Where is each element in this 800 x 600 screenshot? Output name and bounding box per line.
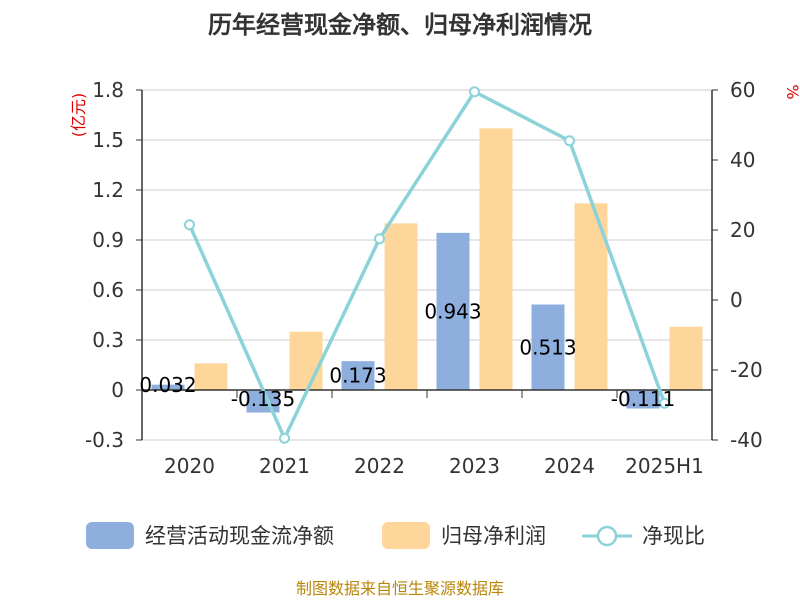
legend-label-cashflow: 经营活动现金流净额 bbox=[145, 524, 334, 548]
x-tick-label: 2025H1 bbox=[625, 454, 704, 478]
y-right-tick-label: 40 bbox=[730, 148, 755, 172]
bar-net-profit bbox=[289, 331, 323, 390]
y-right-unit: % bbox=[783, 84, 800, 99]
legend-marker-ratio bbox=[596, 525, 618, 547]
y-left-tick-label: 0.6 bbox=[92, 278, 124, 302]
x-tick-label: 2024 bbox=[544, 454, 595, 478]
axes bbox=[136, 89, 718, 441]
net-cash-ratio-line bbox=[184, 86, 670, 444]
bar-net-profit bbox=[669, 326, 703, 390]
bar-cashflow bbox=[151, 384, 185, 390]
legend-label-net-profit: 归母净利润 bbox=[441, 524, 546, 548]
ratio-point bbox=[279, 432, 290, 444]
y-right-tick-label: 20 bbox=[730, 218, 755, 242]
x-tick-label: 2023 bbox=[449, 454, 500, 478]
data-label-cashflow: -0.111 bbox=[611, 387, 675, 411]
data-label-cashflow: 0.513 bbox=[519, 335, 576, 359]
bars bbox=[151, 128, 703, 413]
bar-net-profit bbox=[479, 128, 513, 391]
data-labels: 0.032 -0.135 0.173 0.943 0.513 -0.111 bbox=[139, 299, 675, 411]
y-left-tick-label: -0.3 bbox=[85, 428, 124, 452]
tick-labels: 1.8 1.5 1.2 0.9 0.6 0.3 0 -0.3 60 40 20 0 -20 -40 2020… bbox=[85, 78, 763, 478]
y-left-tick-label: 1.5 bbox=[92, 128, 124, 152]
data-label-cashflow: -0.135 bbox=[231, 387, 295, 411]
ratio-point bbox=[184, 219, 195, 231]
bar-cashflow bbox=[341, 361, 375, 390]
source-note: 制图数据来自恒生聚源数据库 bbox=[296, 579, 504, 598]
y-left-tick-label: 1.2 bbox=[92, 178, 124, 202]
y-right-tick-label: -40 bbox=[730, 428, 763, 452]
bar-net-profit bbox=[194, 363, 228, 390]
y-left-tick-label: 0.9 bbox=[92, 228, 124, 252]
x-tick-label: 2021 bbox=[259, 454, 310, 478]
ratio-point bbox=[469, 86, 480, 98]
y-left-unit: (亿元) bbox=[69, 93, 88, 138]
x-tick-label: 2020 bbox=[164, 454, 215, 478]
y-left-tick-label: 0 bbox=[111, 378, 124, 402]
bar-cashflow bbox=[436, 232, 470, 390]
data-label-cashflow: 0.173 bbox=[329, 364, 386, 388]
x-tick-label: 2022 bbox=[354, 454, 405, 478]
data-label-cashflow: 0.032 bbox=[139, 373, 196, 397]
ratio-line-path bbox=[187, 89, 667, 443]
y-left-tick-label: 1.8 bbox=[92, 78, 124, 102]
y-left-tick-label: 0.3 bbox=[92, 328, 124, 352]
bar-cashflow bbox=[531, 304, 565, 390]
chart-title: 历年经营现金净额、归母净利润情况 bbox=[208, 11, 592, 39]
ratio-point bbox=[564, 135, 575, 147]
ratio-point bbox=[659, 397, 670, 409]
y-right-tick-label: 60 bbox=[730, 78, 755, 102]
legend-swatch-net-profit bbox=[382, 522, 430, 549]
bar-cashflow bbox=[626, 390, 660, 409]
legend-swatch-cashflow bbox=[86, 522, 134, 549]
y-right-tick-label: -20 bbox=[730, 358, 763, 382]
y-right-tick-label: 0 bbox=[730, 288, 743, 312]
legend-label-ratio: 净现比 bbox=[642, 524, 705, 548]
data-label-cashflow: 0.943 bbox=[424, 299, 481, 323]
legend: 经营活动现金流净额 归母净利润 净现比 bbox=[86, 522, 705, 549]
bar-net-profit bbox=[384, 223, 418, 390]
ratio-point bbox=[374, 233, 385, 245]
